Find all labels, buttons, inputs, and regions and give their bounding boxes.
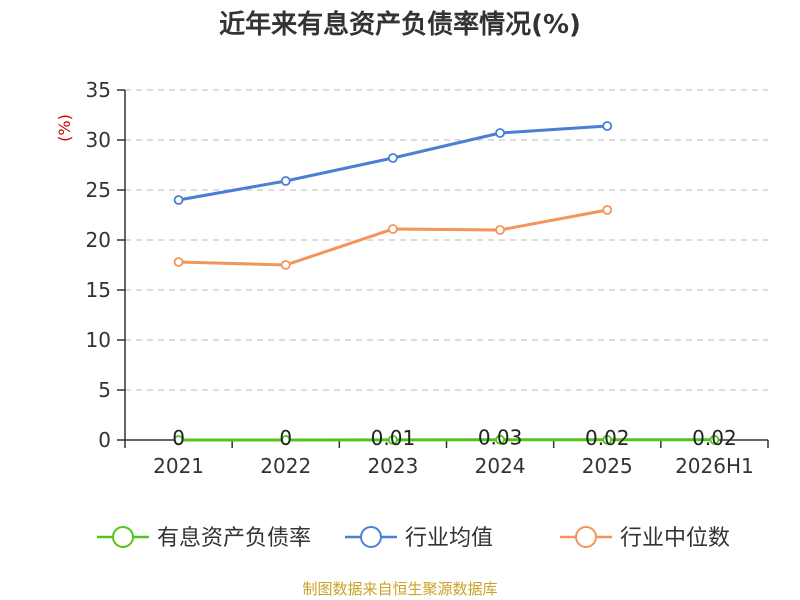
data-label-2021: 0 (172, 426, 185, 450)
y-tick-label-10: 10 (86, 328, 111, 352)
series-1-point-1 (280, 176, 291, 186)
y-tick-label-25: 25 (86, 178, 111, 202)
series-2-point-2 (388, 224, 398, 234)
y-tick-label-0: 0 (98, 428, 111, 452)
series-0-point-4 (602, 434, 613, 445)
y-tick-label-35: 35 (86, 78, 111, 102)
y-tick-label-5: 5 (98, 378, 111, 402)
data-label-2024: 0.03 (478, 426, 523, 450)
legend: 有息资产负债率 行业均值 行业中位数 (97, 526, 730, 551)
legend-marker-0 (112, 526, 134, 548)
y-tick-label-20: 20 (86, 228, 111, 252)
series-0-point-5 (709, 434, 720, 445)
x-tick-label-2021: 2021 (153, 454, 204, 478)
series-line-2 (178, 208, 608, 267)
series-0-point-0 (173, 435, 184, 445)
y-axis-unit-label: (%) (55, 114, 74, 142)
legend-label-1: 行业均值 (405, 526, 493, 551)
series-1-point-3 (495, 128, 505, 138)
series-2-point-4 (602, 205, 613, 215)
y-tick-label-15: 15 (86, 278, 111, 302)
source-note: 制图数据来自恒生聚源数据库 (302, 580, 498, 598)
series-2-point-0 (173, 257, 184, 267)
series-0-point-1 (280, 435, 291, 445)
data-label-2022: 0 (279, 426, 292, 450)
data-label-2026H1: 0.02 (692, 426, 737, 450)
legend-marker-2 (575, 526, 597, 548)
x-tick-label-2026H1: 2026H1 (675, 454, 754, 478)
x-tick-label-2025: 2025 (582, 454, 633, 478)
y-tick-label-30: 30 (86, 128, 111, 152)
series-0-point-3 (495, 434, 505, 445)
series-lines (173, 121, 720, 445)
x-tick-label-2022: 2022 (260, 454, 311, 478)
series-1-point-4 (602, 121, 613, 131)
gridlines (125, 89, 768, 391)
series-1-point-2 (388, 153, 398, 163)
series-2-point-1 (280, 260, 291, 270)
data-labels: 0 0 0.01 0.03 0.02 0.02 (172, 426, 736, 450)
legend-label-2: 行业中位数 (620, 526, 730, 551)
data-label-2023: 0.01 (371, 426, 416, 450)
series-2-point-3 (495, 225, 505, 235)
legend-marker-1 (360, 526, 382, 548)
x-tick-label-2024: 2024 (475, 454, 526, 478)
series-0-point-2 (388, 434, 398, 445)
series-1-point-0 (173, 195, 184, 205)
chart-title: 近年来有息资产负债率情况(%) (219, 10, 581, 40)
data-label-2025: 0.02 (585, 426, 630, 450)
legend-label-0: 有息资产负债率 (157, 526, 311, 551)
x-tick-label-2023: 2023 (367, 454, 418, 478)
series-line-1 (178, 124, 608, 202)
